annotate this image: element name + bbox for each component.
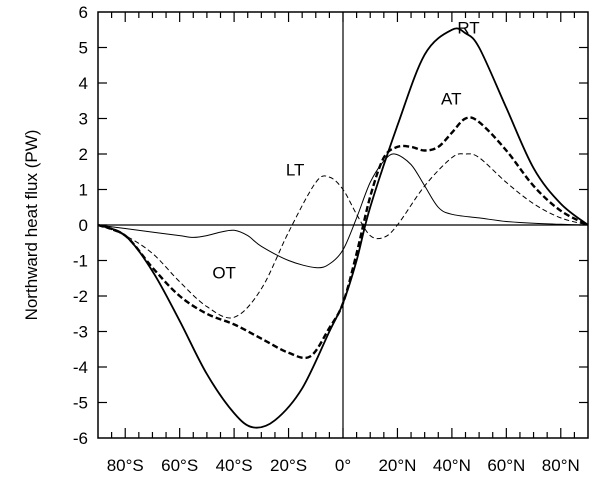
y-tick-label: 5 [79, 39, 88, 58]
tick-labels: 80°S 60°S 40°S 20°S 0° 20°N 40°N 60°N 80°N 6 5 4 3 2 1… [73, 3, 580, 475]
y-tick-label: 4 [79, 74, 88, 93]
x-tick-label: 80°S [107, 456, 144, 475]
x-tick-label: 40°N [433, 456, 471, 475]
series-label-at: AT [441, 89, 461, 108]
x-tick-label: 60°S [161, 456, 198, 475]
series-lines [97, 27, 589, 429]
x-tick-label: 0° [335, 456, 351, 475]
series-labels: RT AT LT OT [212, 18, 479, 282]
x-tick-label: 40°S [216, 456, 253, 475]
series-label-lt: LT [286, 160, 305, 179]
x-tick-label: 60°N [487, 456, 525, 475]
y-tick-label: 3 [79, 110, 88, 129]
y-tick-label: 0 [79, 216, 88, 235]
x-tick-label: 20°N [378, 456, 416, 475]
y-tick-label: -6 [73, 429, 88, 448]
series-line-ot [97, 153, 589, 269]
zero-reference-lines [98, 12, 588, 438]
plot-frame [97, 11, 589, 439]
x-tick-label: 80°N [542, 456, 580, 475]
y-tick-label: -1 [73, 252, 88, 271]
series-label-rt: RT [457, 18, 479, 37]
series-line-at [97, 116, 589, 360]
y-tick-label: 6 [79, 3, 88, 22]
series-line-rt [97, 27, 589, 429]
tick-marks [98, 12, 588, 438]
y-tick-label: -2 [73, 287, 88, 306]
y-tick-label: -5 [73, 394, 88, 413]
y-tick-label: 2 [79, 145, 88, 164]
y-axis-title: Northward heat flux (PW) [22, 130, 41, 321]
y-tick-label: 1 [79, 181, 88, 200]
y-tick-label: -3 [73, 323, 88, 342]
series-label-ot: OT [212, 263, 236, 282]
y-tick-label: -4 [73, 358, 88, 377]
x-tick-label: 20°S [270, 456, 307, 475]
